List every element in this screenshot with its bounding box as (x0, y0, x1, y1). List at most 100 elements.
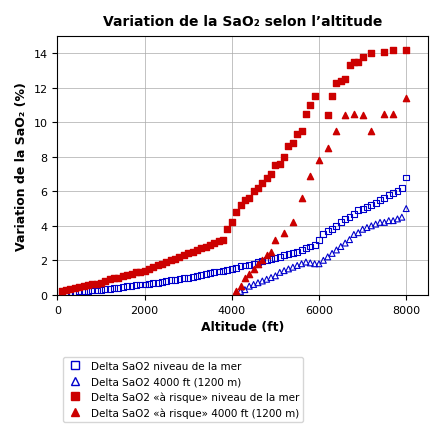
Point (115, 285, 122, 292)
Point (403, 206, 410, 213)
Point (311, 94, 318, 101)
Point (263, 276, 270, 283)
Point (298, 247, 305, 254)
Point (298, 128, 305, 135)
Point (329, 94, 336, 101)
Point (324, 228, 331, 235)
Point (268, 249, 275, 256)
Point (250, 281, 257, 288)
Point (241, 286, 249, 293)
Point (180, 275, 187, 282)
Point (93, 280, 100, 287)
Point (163, 278, 170, 285)
Point (307, 243, 314, 250)
Point (67, 286, 74, 293)
Point (350, 111, 358, 118)
Point (315, 158, 323, 164)
Point (355, 207, 362, 214)
Point (233, 265, 240, 272)
Point (89, 287, 96, 294)
Point (263, 252, 270, 259)
Point (254, 259, 261, 266)
Point (211, 240, 218, 247)
Point (280, 154, 288, 161)
Point (58, 290, 65, 297)
Point (263, 174, 270, 181)
Point (259, 180, 266, 187)
Point (303, 259, 310, 266)
Point (159, 261, 166, 268)
Point (298, 195, 305, 202)
Point (272, 163, 279, 170)
Point (215, 268, 222, 275)
Point (377, 197, 384, 204)
Point (180, 252, 187, 259)
Point (320, 257, 327, 264)
Point (394, 188, 401, 195)
Point (311, 261, 318, 268)
Point (377, 219, 384, 226)
Point (128, 283, 135, 290)
Point (307, 173, 314, 180)
Point (363, 204, 370, 211)
Point (381, 195, 388, 202)
Point (372, 201, 379, 207)
Point (372, 221, 379, 228)
Point (403, 47, 410, 54)
Point (206, 242, 214, 249)
Point (97, 279, 105, 286)
Point (268, 171, 275, 178)
Point (359, 206, 366, 213)
Point (368, 51, 375, 58)
Point (350, 211, 358, 218)
Point (106, 276, 113, 283)
Point (368, 128, 375, 135)
Point (154, 263, 161, 270)
Point (263, 257, 270, 264)
Point (224, 226, 231, 233)
Point (145, 266, 152, 273)
Point (324, 254, 331, 261)
Point (250, 261, 257, 268)
Point (389, 190, 396, 197)
Point (141, 267, 148, 274)
Point (62, 290, 70, 297)
Point (359, 113, 366, 120)
Point (215, 238, 222, 245)
Point (294, 132, 301, 138)
Point (303, 111, 310, 118)
Point (346, 237, 353, 243)
Point (150, 264, 157, 271)
Point (368, 223, 375, 230)
Point (189, 273, 196, 280)
Point (102, 278, 109, 285)
Point (80, 283, 87, 290)
Point (315, 261, 323, 268)
Point (202, 271, 209, 278)
Point (202, 243, 209, 250)
Point (294, 263, 301, 270)
Legend: Delta SaO2 niveau de la mer, Delta SaO2 4000 ft (1200 m), Delta SaO2 «à risque» : Delta SaO2 niveau de la mer, Delta SaO2 … (62, 357, 303, 422)
Point (80, 288, 87, 295)
Point (194, 247, 201, 254)
Point (311, 242, 318, 249)
Point (342, 113, 349, 120)
Point (141, 281, 148, 288)
Point (154, 279, 161, 286)
Point (342, 76, 349, 83)
Point (233, 290, 240, 297)
Point (102, 286, 109, 293)
Point (246, 262, 253, 269)
Point (280, 267, 288, 274)
Point (189, 249, 196, 256)
Point (285, 251, 292, 258)
Point (246, 283, 253, 290)
Point (115, 274, 122, 281)
Point (145, 280, 152, 287)
Point (285, 266, 292, 273)
Point (355, 230, 362, 237)
Point (137, 268, 144, 275)
Point (350, 59, 358, 66)
Point (233, 209, 240, 216)
Point (167, 257, 174, 264)
